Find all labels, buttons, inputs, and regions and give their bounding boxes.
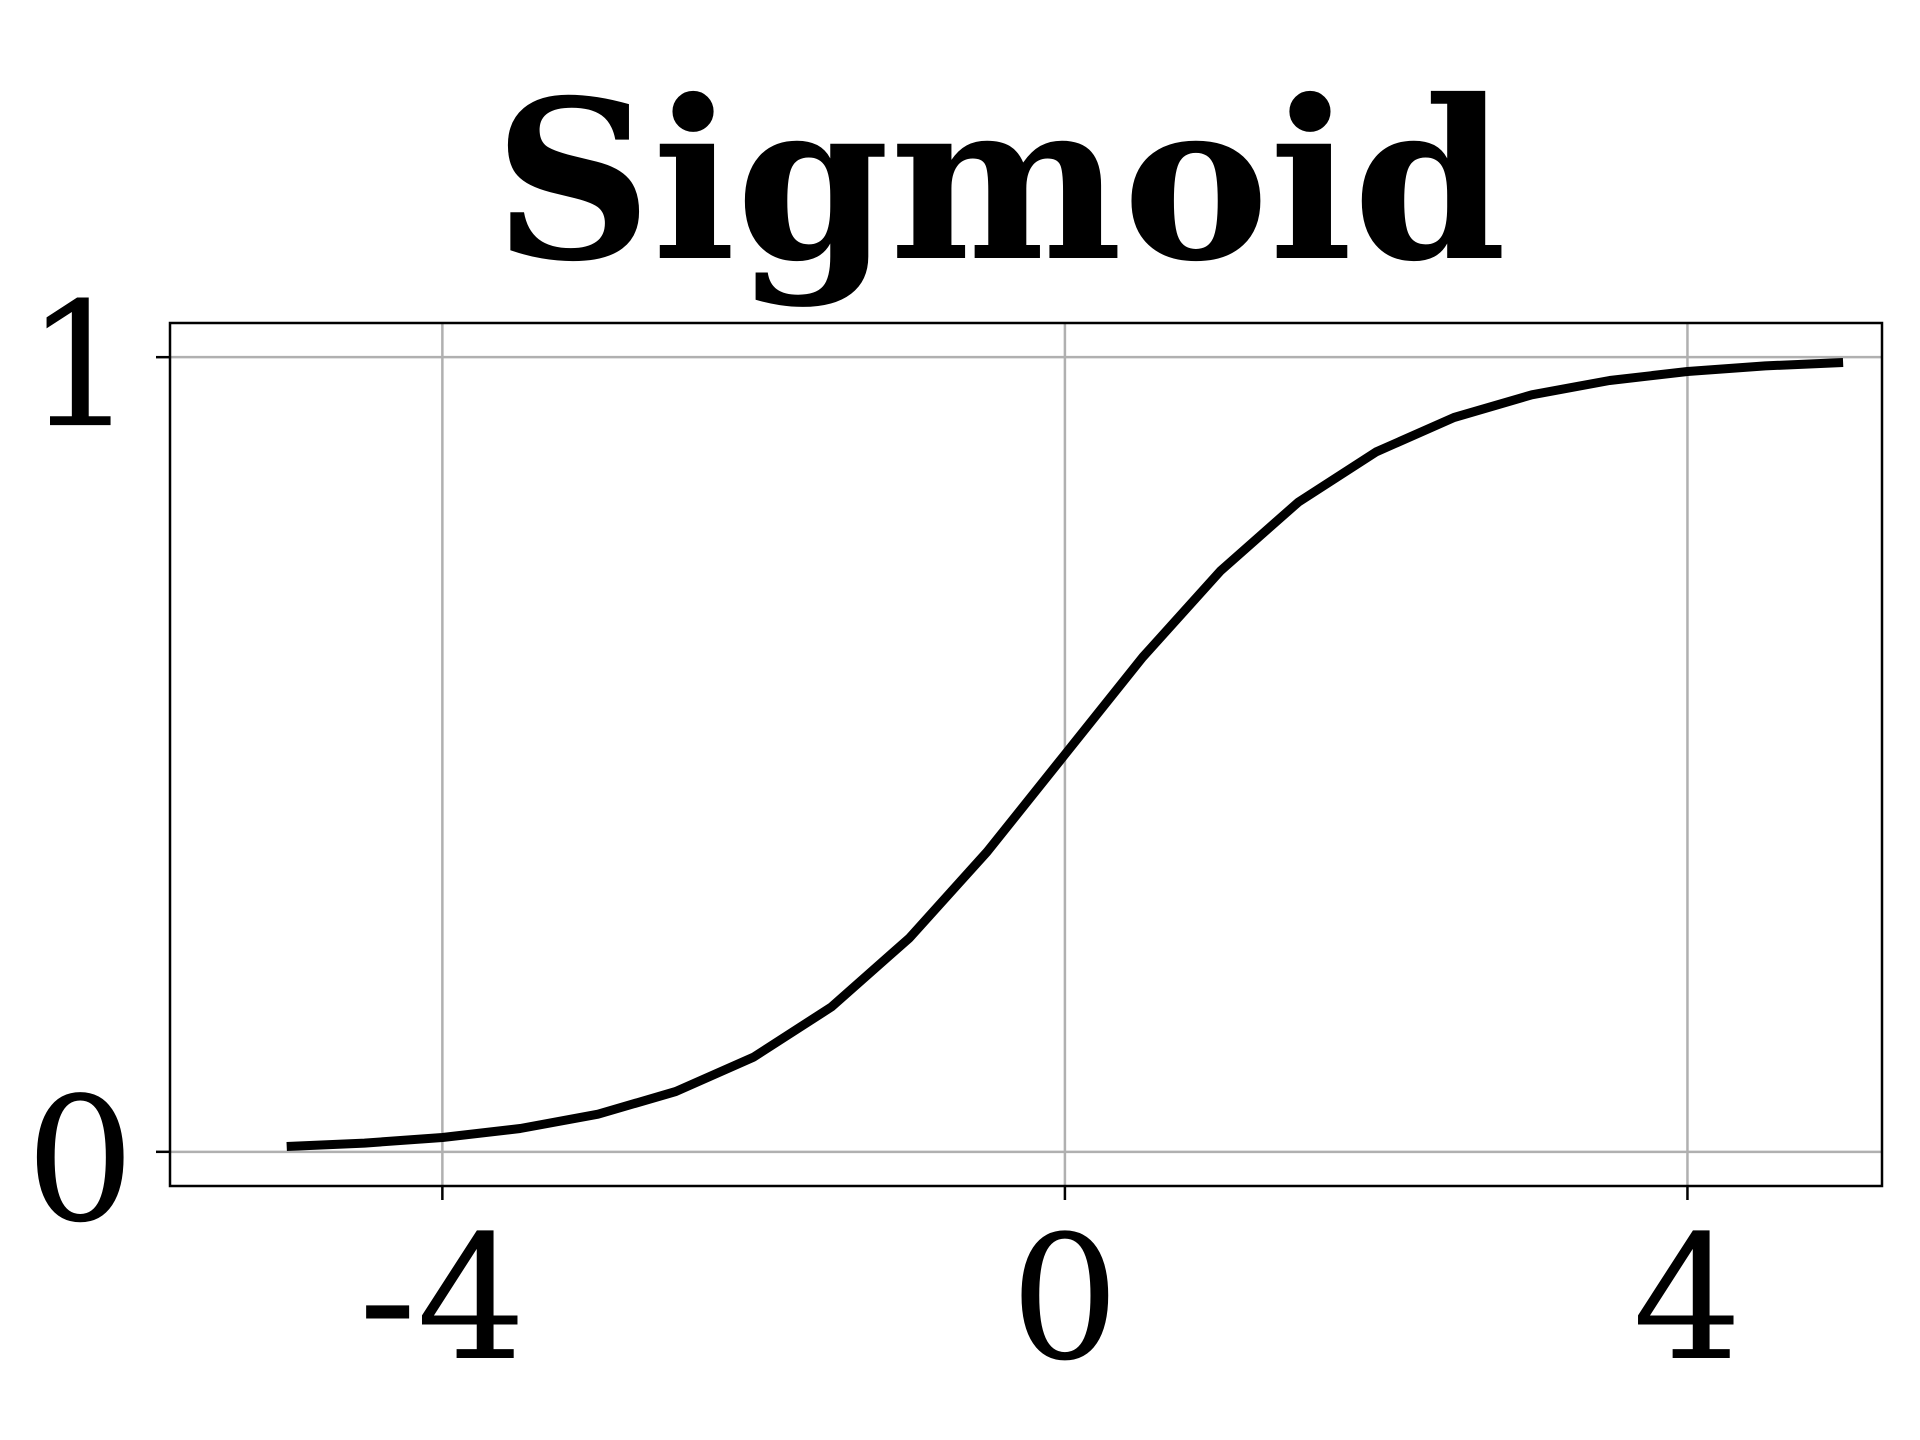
x-tick-label: 0 [1010, 1198, 1119, 1399]
plot-frame [168, 321, 1884, 1188]
chart-title: Sigmoid [493, 51, 1506, 310]
y-tick-label: 0 [26, 1060, 135, 1261]
y-tick-label: 1 [26, 265, 135, 466]
grid [170, 323, 1882, 1186]
series [286, 358, 1844, 1151]
x-tick-label: -4 [359, 1198, 527, 1399]
axis-ticks: -4 0 4 0 1 [26, 265, 1743, 1399]
x-tick-label: 4 [1633, 1198, 1742, 1399]
sigmoid-line [286, 358, 1844, 1151]
